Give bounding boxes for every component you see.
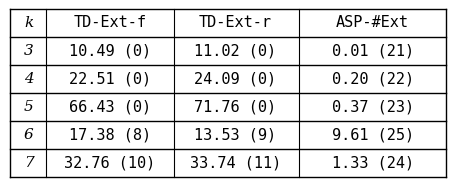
- Text: 6: 6: [24, 128, 34, 142]
- Text: 10.49 (0): 10.49 (0): [69, 43, 151, 58]
- Text: 33.74 (11): 33.74 (11): [189, 156, 281, 171]
- Text: 22.51 (0): 22.51 (0): [69, 71, 151, 86]
- Text: TD-Ext-f: TD-Ext-f: [73, 15, 147, 30]
- Text: 11.02 (0): 11.02 (0): [194, 43, 276, 58]
- Text: 66.43 (0): 66.43 (0): [69, 99, 151, 114]
- Text: 5: 5: [24, 100, 34, 114]
- Text: TD-Ext-r: TD-Ext-r: [199, 15, 272, 30]
- Text: k: k: [24, 16, 33, 30]
- Text: 4: 4: [24, 72, 34, 86]
- Text: 17.38 (8): 17.38 (8): [69, 128, 151, 143]
- Text: 71.76 (0): 71.76 (0): [194, 99, 276, 114]
- Text: 0.20 (22): 0.20 (22): [332, 71, 414, 86]
- Text: 32.76 (10): 32.76 (10): [64, 156, 156, 171]
- Text: 0.37 (23): 0.37 (23): [332, 99, 414, 114]
- Text: ASP-#Ext: ASP-#Ext: [336, 15, 409, 30]
- Text: 9.61 (25): 9.61 (25): [332, 128, 414, 143]
- Text: 1.33 (24): 1.33 (24): [332, 156, 414, 171]
- Text: 24.09 (0): 24.09 (0): [194, 71, 276, 86]
- Text: 0.01 (21): 0.01 (21): [332, 43, 414, 58]
- Text: 13.53 (9): 13.53 (9): [194, 128, 276, 143]
- Text: 7: 7: [24, 156, 34, 170]
- Text: 3: 3: [24, 44, 34, 58]
